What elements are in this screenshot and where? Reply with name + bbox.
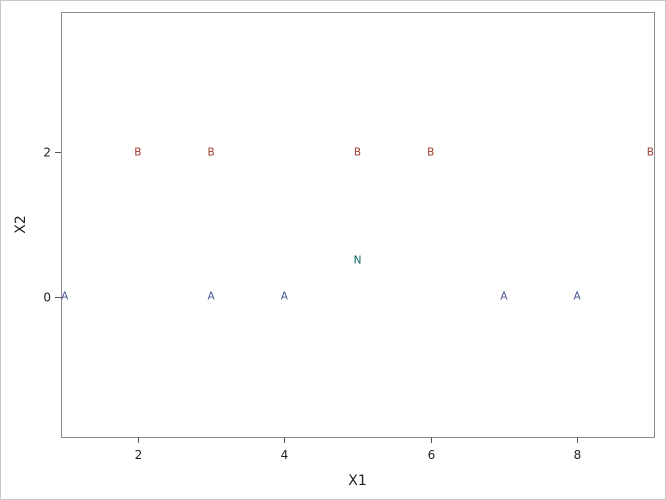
data-point-n: N [354, 255, 362, 267]
x-tick-label: 2 [135, 448, 143, 462]
data-point-b: B [647, 146, 654, 158]
data-point-b: B [207, 146, 214, 158]
data-point-a: A [61, 291, 69, 303]
plot-area [61, 12, 655, 438]
y-tick-label: 2 [43, 146, 51, 160]
data-point-b: B [427, 146, 434, 158]
data-point-a: A [207, 291, 215, 303]
x-axis-label: X1 [348, 473, 367, 489]
y-axis-label: X2 [13, 215, 29, 234]
x-tick-label: 8 [574, 448, 582, 462]
x-axis: 2 4 6 8 [135, 437, 582, 462]
y-axis: 02 [43, 146, 61, 305]
x-tick-label: 4 [281, 448, 289, 462]
data-point-a: A [574, 291, 582, 303]
data-point-b: B [354, 146, 361, 158]
x-tick-label: 6 [428, 448, 436, 462]
data-points: A A A A A B B B B B N [61, 146, 654, 302]
data-point-a: A [281, 291, 289, 303]
data-point-a: A [500, 291, 508, 303]
data-point-b: B [134, 146, 141, 158]
y-tick-label: 0 [43, 291, 51, 305]
